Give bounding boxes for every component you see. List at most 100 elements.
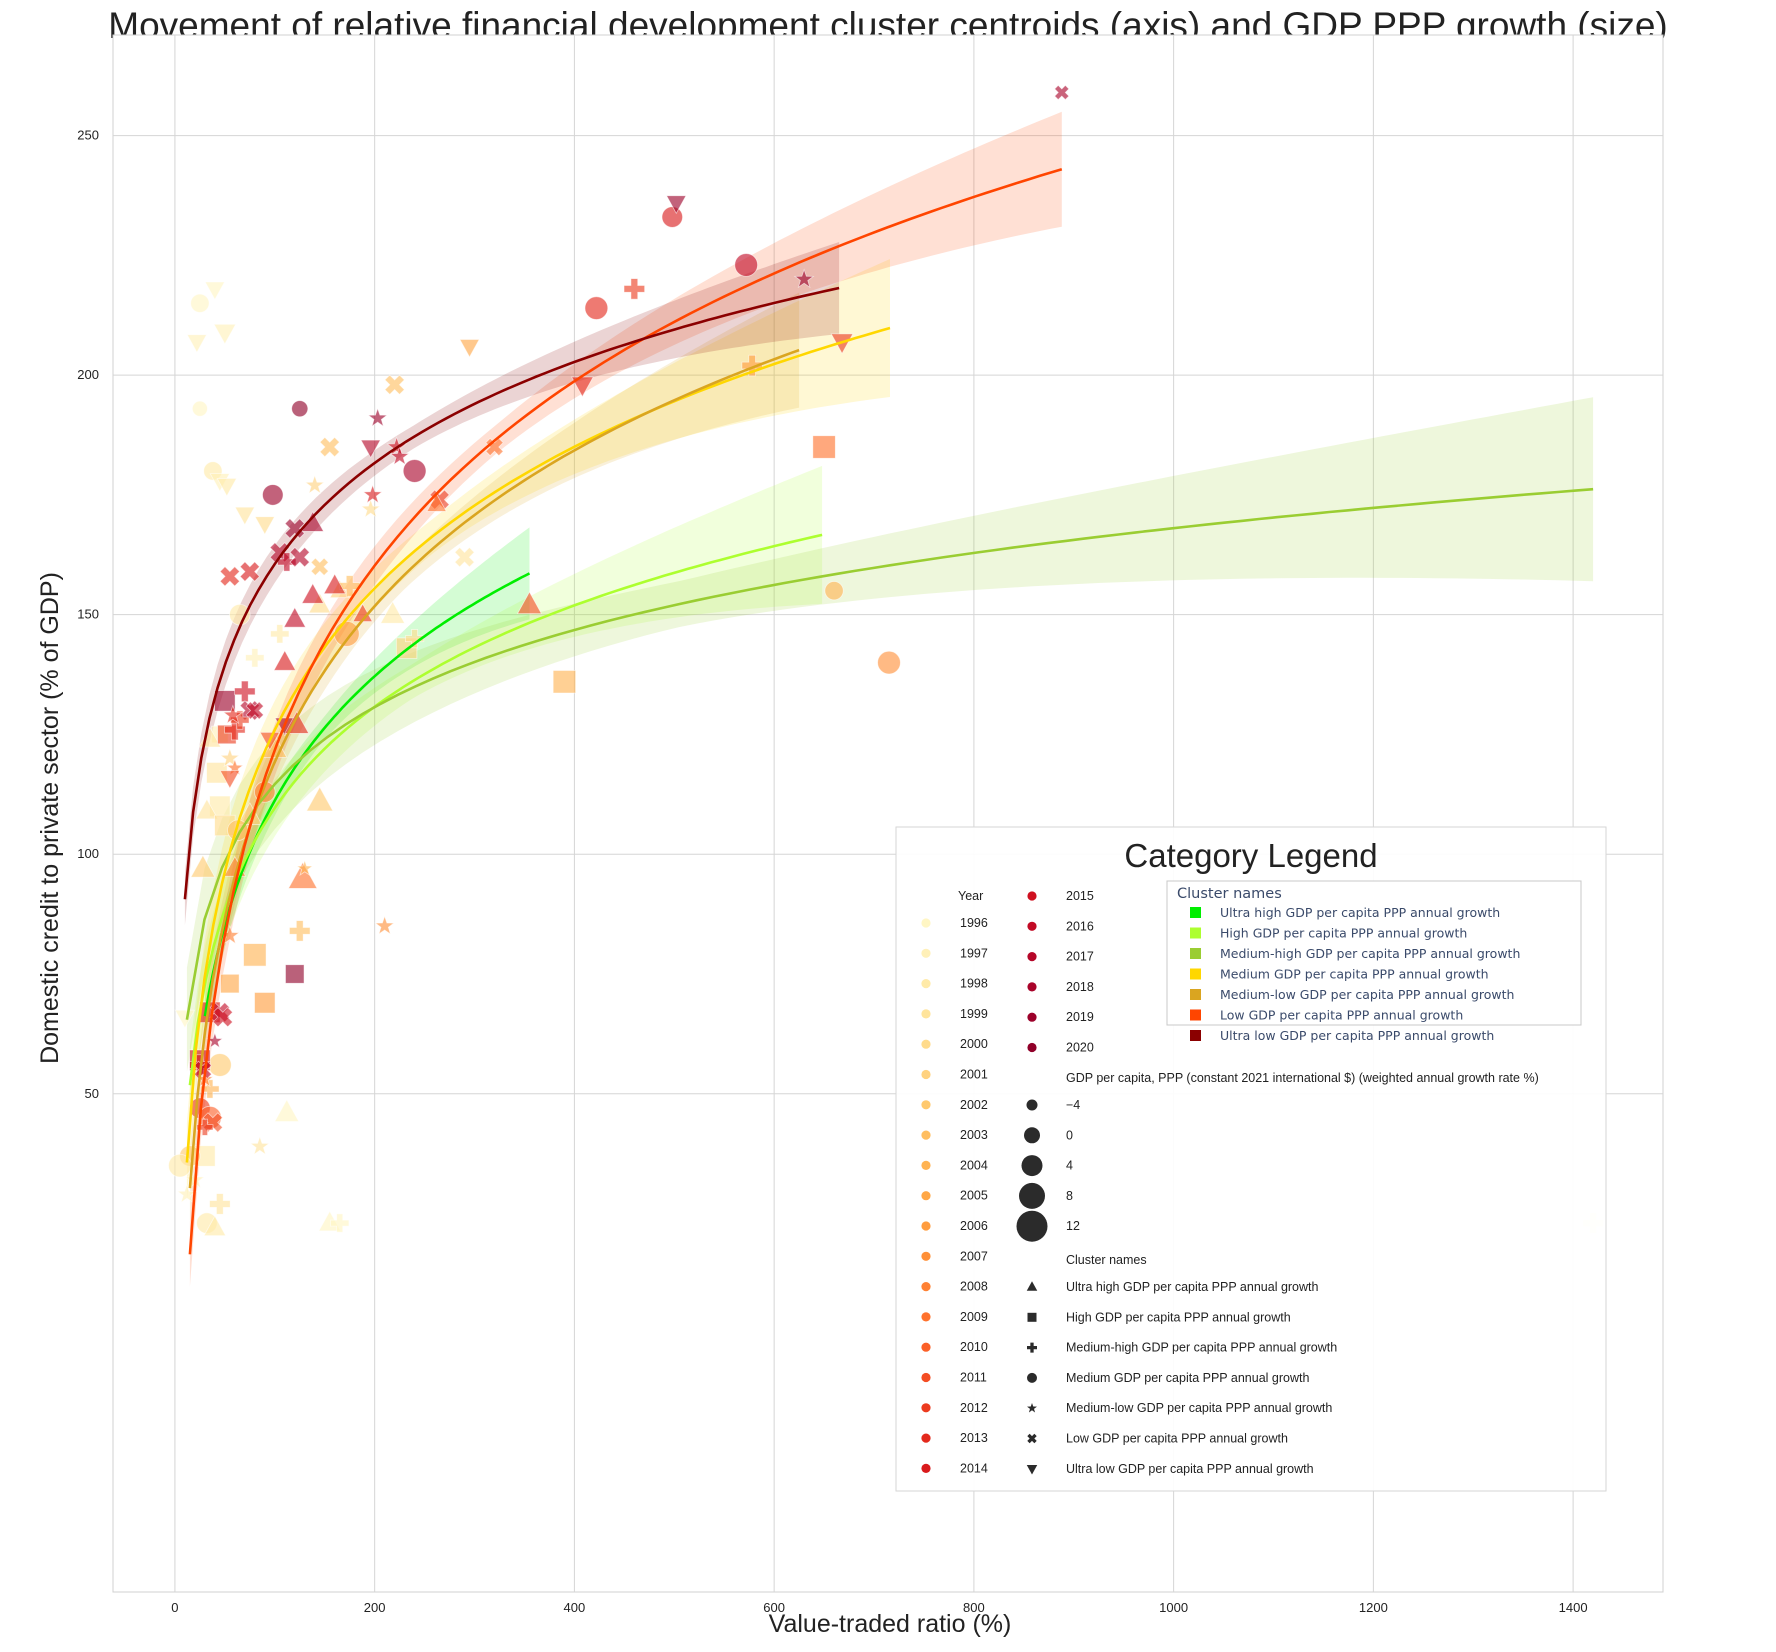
legend-marker-label: Medium GDP per capita PPP annual growth <box>1066 1371 1309 1385</box>
legend-size-label: 12 <box>1066 1219 1080 1233</box>
legend-year-swatch <box>921 1160 931 1170</box>
data-point <box>283 606 307 628</box>
legend-year-swatch <box>921 1130 931 1140</box>
cluster-color-swatch <box>1190 1030 1201 1041</box>
legend-year-label: 2001 <box>960 1068 988 1082</box>
y-axis-label: Domestic credit to private sector (% of … <box>36 572 64 1064</box>
data-point <box>203 1215 227 1237</box>
legend-year-label: 2007 <box>960 1249 988 1263</box>
legend-year-label: 2016 <box>1066 919 1094 933</box>
legend-marker-label: Low GDP per capita PPP annual growth <box>1066 1432 1288 1446</box>
legend-year-label: 2020 <box>1066 1041 1094 1055</box>
data-point <box>234 506 256 526</box>
fit-line <box>188 348 800 1189</box>
data-point <box>212 1006 234 1028</box>
data-point <box>405 629 425 649</box>
data-point <box>516 591 543 615</box>
data-point <box>209 1193 231 1215</box>
y-tick-label: 250 <box>77 128 99 143</box>
x-tick-label: 1000 <box>1159 1600 1188 1615</box>
data-point <box>665 195 687 215</box>
data-point <box>362 484 384 504</box>
x-axis-label: Value-traded ratio (%) <box>769 1610 1012 1638</box>
legend-year-swatch <box>1027 982 1037 992</box>
fit-confidence-band <box>184 242 840 926</box>
data-point <box>323 573 347 595</box>
data-point <box>459 339 480 358</box>
data-point <box>367 407 389 428</box>
legend-year-label: 2009 <box>960 1310 988 1324</box>
data-point <box>243 943 267 967</box>
legend-year-label: 2017 <box>1066 950 1094 964</box>
data-point <box>285 964 305 984</box>
data-point <box>204 281 226 301</box>
data-point <box>296 859 314 876</box>
y-tick-label: 100 <box>77 846 99 861</box>
data-point <box>289 546 311 568</box>
legend-marker-swatch <box>1027 1433 1037 1444</box>
legend-size-label: 8 <box>1066 1189 1073 1203</box>
legend-year-swatch <box>921 1433 931 1443</box>
legend-year-label: 2014 <box>960 1461 988 1475</box>
data-point <box>195 798 219 820</box>
legend-size-swatch <box>1024 1127 1040 1144</box>
cluster-legend-frame <box>1166 880 1582 1026</box>
cluster-color-label: Medium-high GDP per capita PPP annual gr… <box>1220 946 1520 961</box>
legend-year-label: 2004 <box>960 1158 988 1172</box>
data-point <box>270 624 290 644</box>
data-point <box>623 278 646 300</box>
data-point <box>1054 84 1070 101</box>
legend-year-label: 2013 <box>960 1431 988 1445</box>
legend-year-swatch <box>921 1251 931 1261</box>
legend-year-label: 2008 <box>960 1280 988 1294</box>
data-point <box>219 747 241 768</box>
data-point <box>384 374 405 395</box>
legend-marker-label: Medium-high GDP per capita PPP annual gr… <box>1066 1341 1337 1355</box>
data-point <box>196 1118 214 1136</box>
data-point <box>454 546 475 568</box>
cluster-color-swatch <box>1190 989 1201 1000</box>
data-point <box>552 670 577 694</box>
legend-year-label: 2019 <box>1066 1010 1094 1024</box>
legend-year-label: 2000 <box>960 1037 988 1051</box>
legend-year-swatch <box>1027 891 1037 901</box>
legend-year-label: 2018 <box>1066 980 1094 994</box>
x-tick-label: 200 <box>364 1600 386 1615</box>
data-point <box>245 701 265 720</box>
legend-size-swatch <box>1016 1210 1048 1242</box>
legend-year-label: 2002 <box>960 1098 988 1112</box>
data-point <box>273 649 297 671</box>
legend-year-label: 2011 <box>960 1371 987 1385</box>
legend-title: Category Legend <box>1124 837 1377 874</box>
legend-size-header: GDP per capita, PPP (constant 2021 inter… <box>1066 1071 1539 1085</box>
data-point <box>191 400 208 417</box>
legend-year-label: 1996 <box>960 916 988 930</box>
cluster-color-label: Low GDP per capita PPP annual growth <box>1220 1008 1463 1023</box>
data-point <box>254 992 276 1014</box>
x-tick-label: 1400 <box>1559 1600 1588 1615</box>
legend-marker-swatch <box>1027 1402 1037 1413</box>
legend-marker-label: Medium-low GDP per capita PPP annual gro… <box>1066 1401 1332 1415</box>
data-point <box>333 620 360 647</box>
x-tick-label: 800 <box>963 1600 985 1615</box>
data-point <box>219 566 241 587</box>
legend-size-swatch <box>1019 1182 1045 1209</box>
y-tick-label: 200 <box>77 367 99 382</box>
legend-size-swatch <box>1026 1099 1038 1111</box>
x-tick-label: 1200 <box>1359 1600 1388 1615</box>
data-point <box>793 268 815 289</box>
cluster-color-label: Medium GDP per capita PPP annual growth <box>1220 967 1489 982</box>
y-tick-label: 150 <box>77 607 99 622</box>
legend-year-swatch <box>921 948 931 958</box>
data-point <box>402 459 427 483</box>
data-point <box>234 680 256 703</box>
cluster-color-swatch <box>1190 907 1201 918</box>
cluster-color-label: Medium-low GDP per capita PPP annual gro… <box>1220 987 1514 1002</box>
legend-marker-header: Cluster names <box>1066 1253 1147 1267</box>
legend-marker-swatch <box>1026 1281 1038 1291</box>
legend-year-swatch <box>921 1282 931 1292</box>
legend-year-label: 2005 <box>960 1189 988 1203</box>
cluster-color-swatch <box>1190 948 1201 959</box>
data-point <box>208 1053 232 1077</box>
